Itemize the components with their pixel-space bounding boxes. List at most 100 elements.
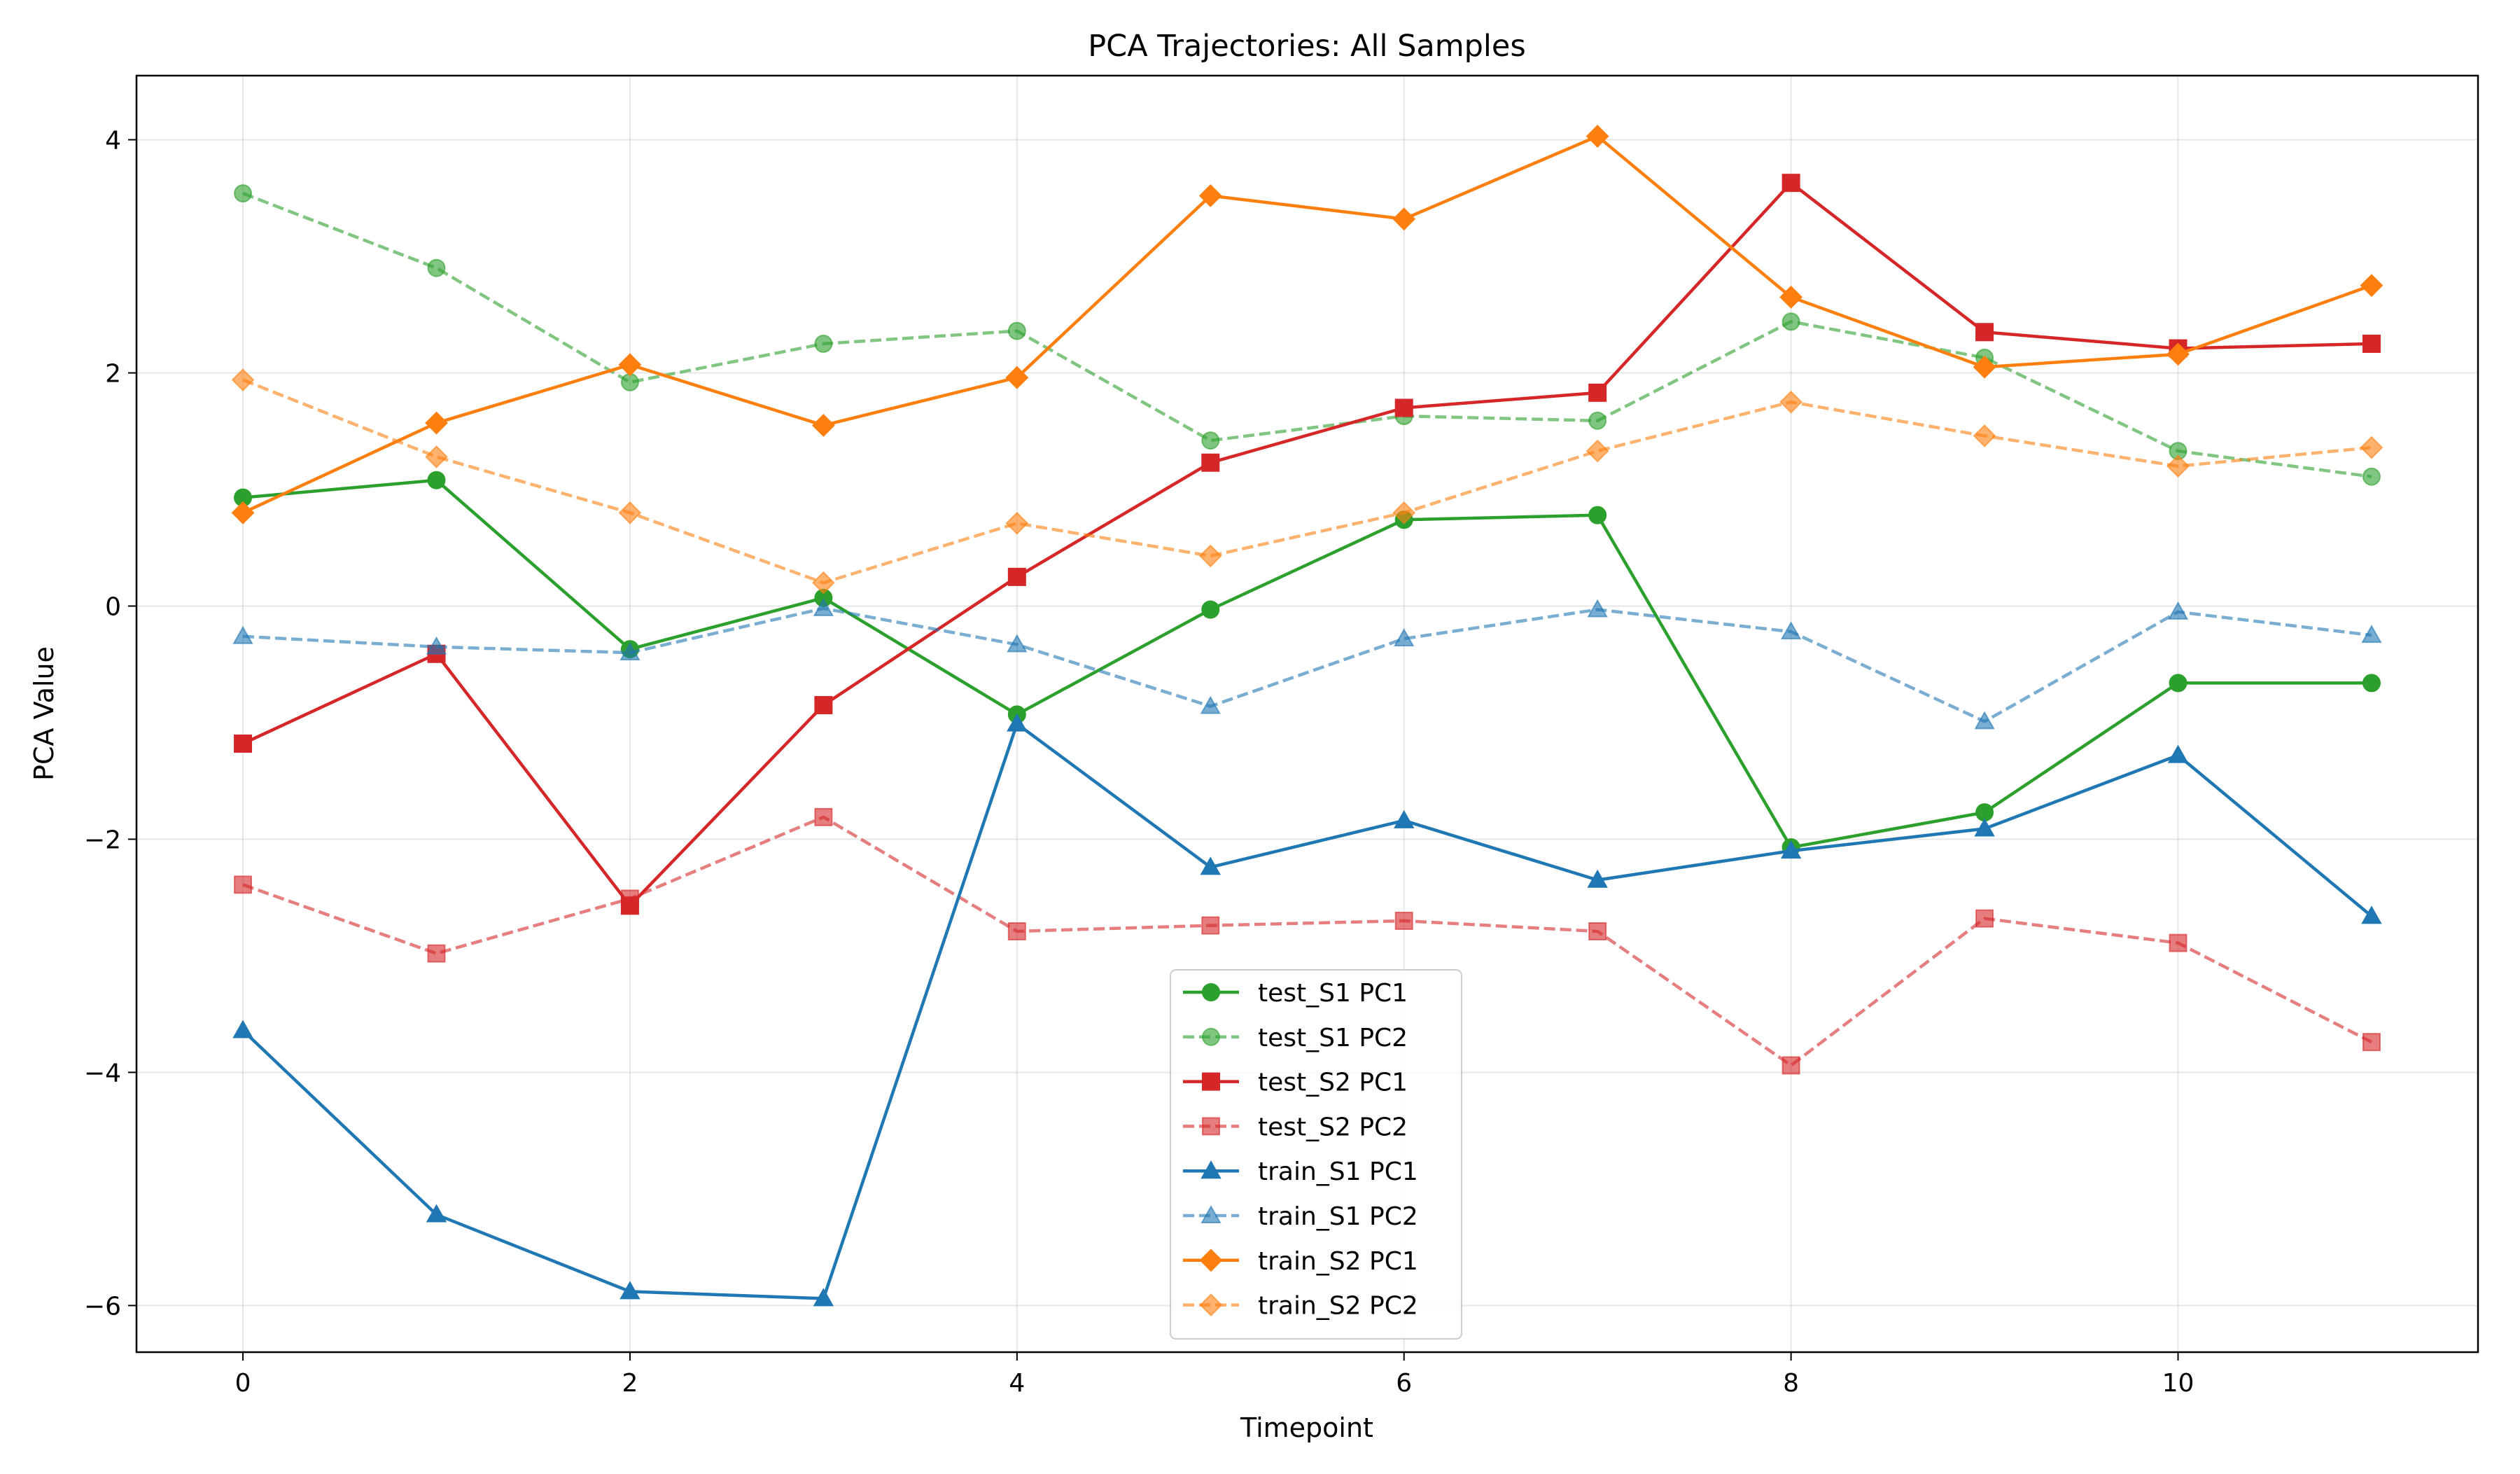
legend-marker — [1200, 1204, 1222, 1223]
y-tick-label: 0 — [105, 593, 121, 622]
legend-item: test_S1 PC1 — [1183, 979, 1408, 1008]
data-point — [2167, 601, 2189, 620]
data-point — [1201, 600, 1220, 619]
data-point — [1201, 916, 1220, 935]
data-point — [620, 1281, 640, 1300]
legend-item: test_S2 PC1 — [1183, 1069, 1408, 1097]
chart-title: PCA Trajectories: All Samples — [1088, 29, 1525, 64]
data-point — [618, 501, 642, 524]
data-point — [1780, 621, 1802, 640]
series-5 — [232, 597, 2382, 730]
legend-item: train_S1 PC2 — [1183, 1202, 1418, 1231]
data-point — [427, 471, 446, 489]
data-point — [1587, 869, 1608, 888]
y-tick-label: 4 — [105, 127, 121, 155]
series-7 — [231, 368, 2384, 595]
data-point — [1200, 695, 1221, 714]
data-point — [813, 597, 834, 616]
legend-label: test_S1 PC2 — [1258, 1024, 1408, 1052]
data-point — [814, 334, 833, 353]
legend-marker — [1199, 1249, 1223, 1272]
data-point — [2362, 467, 2381, 486]
data-point — [1201, 431, 1220, 450]
data-point — [2362, 674, 2381, 693]
data-point — [811, 571, 835, 595]
series-3 — [234, 807, 2381, 1075]
data-point — [427, 258, 446, 277]
x-axis-label: Timepoint — [1240, 1412, 1373, 1443]
data-point — [231, 368, 255, 391]
data-point — [2167, 744, 2189, 763]
legend-label: test_S2 PC1 — [1258, 1069, 1408, 1097]
data-point — [2166, 454, 2190, 478]
data-point — [1586, 439, 1609, 463]
y-tick-label: 2 — [105, 360, 121, 389]
data-point — [813, 1288, 834, 1307]
data-point — [2360, 274, 2384, 298]
data-point — [1005, 366, 1029, 389]
tick-layer: 0 2 4 6 8 10 −6 −4 −2 0 2 4 — [84, 127, 2194, 1398]
x-tick-label: 10 — [2162, 1369, 2194, 1398]
data-point — [1201, 453, 1220, 472]
data-point — [1974, 711, 1995, 730]
legend-marker — [1199, 1293, 1223, 1317]
data-point — [1780, 840, 1802, 859]
legend-marker — [1202, 1027, 1220, 1046]
data-point — [1394, 628, 1415, 647]
y-axis-label: PCA Value — [29, 646, 59, 781]
legend-item: test_S2 PC2 — [1183, 1113, 1408, 1141]
legend-label: test_S2 PC2 — [1258, 1113, 1408, 1141]
x-tick-label: 4 — [1009, 1369, 1025, 1398]
legend-label: train_S2 PC2 — [1258, 1292, 1418, 1321]
legend-label: train_S1 PC2 — [1258, 1202, 1418, 1231]
legend-marker — [1202, 1072, 1220, 1091]
data-point — [425, 445, 448, 468]
legend-item: train_S1 PC1 — [1183, 1157, 1418, 1186]
data-point — [1588, 383, 1607, 402]
data-point — [1974, 818, 1995, 837]
data-point — [811, 414, 835, 437]
legend-label: test_S1 PC1 — [1258, 979, 1408, 1008]
data-point — [620, 642, 640, 661]
legend-label: train_S1 PC1 — [1258, 1157, 1418, 1186]
data-point — [234, 875, 253, 894]
data-point — [1007, 922, 1026, 940]
y-tick-label: −6 — [84, 1292, 121, 1321]
data-point — [426, 1204, 447, 1223]
data-point — [1007, 634, 1028, 653]
data-point — [1779, 285, 1803, 309]
plot-frame — [135, 74, 2479, 1354]
data-point — [814, 807, 833, 826]
data-point — [1007, 713, 1028, 732]
data-point — [814, 696, 833, 715]
series-6 — [231, 125, 2384, 524]
data-point — [2169, 674, 2188, 693]
series-2 — [234, 174, 2381, 915]
data-point — [232, 625, 253, 644]
data-point — [1588, 506, 1607, 524]
data-point — [234, 184, 253, 203]
series-line — [242, 478, 2372, 849]
data-point — [1198, 544, 1222, 568]
x-tick-label: 0 — [235, 1369, 251, 1398]
data-point — [2361, 625, 2382, 644]
data-point — [2360, 436, 2384, 459]
data-point — [1198, 184, 1222, 207]
series-line — [242, 815, 2372, 1067]
series-line — [241, 722, 2373, 1300]
x-tick-label: 2 — [622, 1369, 638, 1398]
legend-marker — [1202, 1117, 1220, 1136]
data-point — [2362, 1033, 2381, 1052]
data-point — [1394, 809, 1415, 828]
data-point — [1005, 511, 1029, 535]
data-point — [2361, 905, 2382, 924]
data-point — [1392, 501, 1416, 524]
data-point — [618, 353, 642, 377]
legend-item: test_S1 PC2 — [1183, 1024, 1408, 1052]
y-tick-label: −2 — [84, 826, 121, 854]
data-point — [1973, 424, 1996, 447]
data-point — [1007, 321, 1026, 340]
data-point — [1588, 411, 1607, 430]
